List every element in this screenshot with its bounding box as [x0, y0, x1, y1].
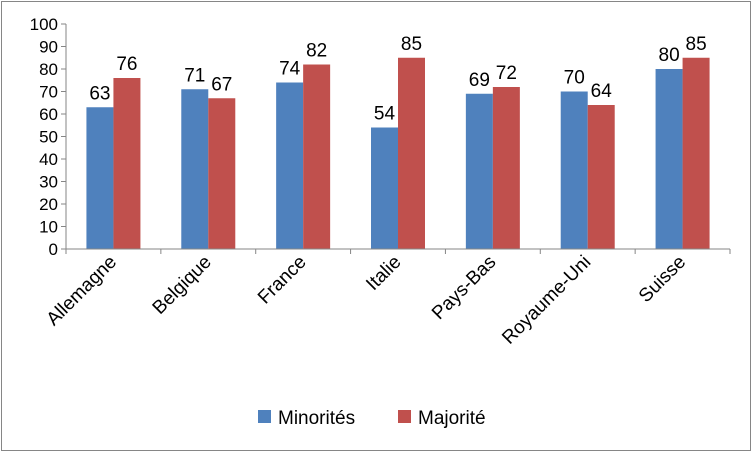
- data-label: 70: [564, 68, 585, 89]
- x-tick-label: Royaume-Uni: [498, 252, 595, 349]
- y-tick-label: 80: [39, 60, 58, 79]
- x-tick-label: Allemagne: [43, 252, 121, 330]
- y-axis: 0 10 20 30 40 50 60 70 80 90 100: [30, 15, 67, 259]
- data-label: 72: [496, 63, 517, 84]
- bar-majorite: [113, 78, 141, 249]
- bar-majorite: [208, 98, 236, 249]
- x-tick-label: Suisse: [635, 252, 690, 307]
- y-tick-label: 40: [39, 150, 58, 169]
- legend-label: Minorités: [278, 408, 355, 429]
- data-label: 63: [89, 83, 110, 104]
- y-tick-label: 20: [39, 195, 58, 214]
- legend-swatch: [258, 410, 271, 423]
- bar-minorites: [276, 82, 304, 249]
- y-tick-label: 10: [39, 218, 58, 237]
- x-tick-label: Belgique: [149, 252, 216, 319]
- x-tick-label: Italie: [362, 252, 405, 295]
- bar-majorite: [492, 87, 520, 249]
- y-tick-label: 30: [39, 173, 58, 192]
- bars: [86, 57, 710, 249]
- x-tick-label: France: [254, 252, 311, 309]
- data-label: 74: [279, 59, 301, 80]
- data-label: 67: [211, 74, 232, 95]
- bar-majorite: [587, 105, 615, 249]
- y-tick-label: 90: [39, 38, 58, 57]
- x-tick-label: Pays-Bas: [428, 252, 500, 324]
- data-label: 80: [659, 45, 680, 66]
- data-label: 64: [591, 81, 613, 102]
- bar-majorite: [682, 57, 710, 249]
- data-label: 85: [401, 34, 422, 55]
- bar-minorites: [465, 93, 493, 249]
- data-label: 76: [116, 54, 137, 75]
- data-label: 71: [184, 65, 205, 86]
- bar-majorite: [398, 57, 425, 249]
- legend: Minorités Majorité: [258, 408, 486, 429]
- legend-label: Majorité: [418, 408, 486, 429]
- bar-minorites: [86, 107, 114, 249]
- bar-minorites: [181, 89, 209, 249]
- bar-minorites: [560, 91, 588, 249]
- y-tick-label: 0: [49, 240, 58, 259]
- bar-majorite: [303, 64, 331, 249]
- y-tick-label: 50: [39, 128, 58, 147]
- data-label: 85: [686, 34, 707, 55]
- bar-minorites: [655, 69, 683, 249]
- y-tick-label: 60: [39, 105, 58, 124]
- data-label: 69: [469, 70, 490, 91]
- bar-minorites: [371, 127, 398, 249]
- data-label: 54: [374, 104, 396, 125]
- data-label: 82: [306, 41, 327, 62]
- y-tick-label: 70: [39, 83, 58, 102]
- legend-swatch: [398, 410, 411, 423]
- y-tick-label: 100: [30, 15, 58, 34]
- x-axis: Allemagne Belgique France Italie Pays-BasRoy…: [43, 248, 731, 349]
